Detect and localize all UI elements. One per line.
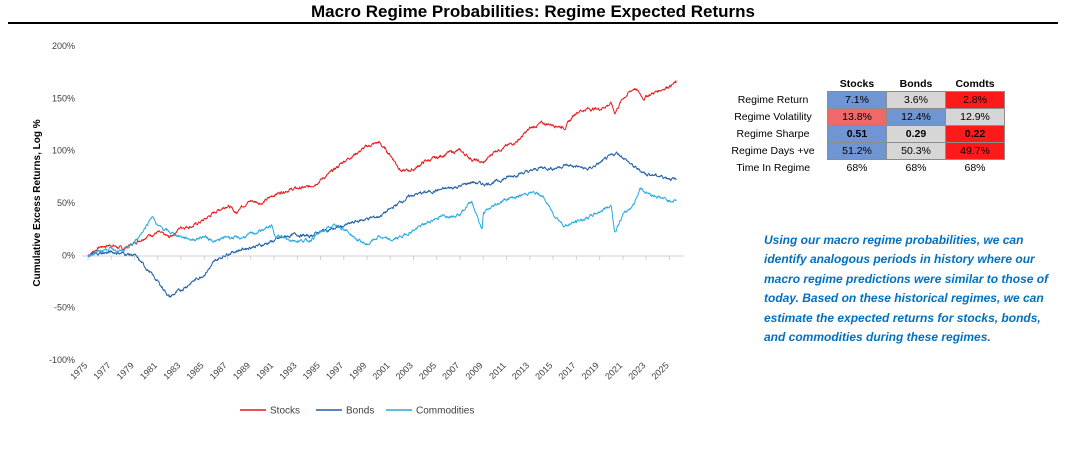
table-row: Regime Return 7.1% 3.6% 2.8% xyxy=(719,91,1005,109)
x-tick-label: 2021 xyxy=(603,360,624,381)
row-label: Regime Return xyxy=(737,94,809,106)
y-tick-label: 100% xyxy=(52,146,75,156)
x-tick-label: 2017 xyxy=(557,360,578,381)
x-tick-label: 1987 xyxy=(208,360,229,381)
regime-stats-table: Stocks Bonds Comdts Regime Return 7.1% 3.6… xyxy=(719,76,1005,176)
x-tick-label: 1995 xyxy=(301,360,322,381)
y-tick-label: 0% xyxy=(62,250,75,260)
x-tick-label: 1989 xyxy=(231,360,252,381)
series-line-commodities xyxy=(87,187,677,258)
table-cell: 50.3% xyxy=(886,142,946,160)
x-tick-label: 2013 xyxy=(510,360,531,381)
legend-label: Commodities xyxy=(416,406,474,417)
x-tick-label: 1993 xyxy=(277,360,298,381)
y-axis: -100% -50% 0% 50% 100% 150% 200% xyxy=(49,41,75,365)
title-divider xyxy=(8,22,1058,24)
column-header: Stocks xyxy=(839,77,875,90)
x-tick-label: 2007 xyxy=(440,360,461,381)
table-cell: 3.6% xyxy=(886,91,946,109)
y-tick-label: 50% xyxy=(57,198,75,208)
table-cell: 12.4% xyxy=(886,108,946,126)
x-tick-label: 2003 xyxy=(394,360,415,381)
x-axis: 1975 1977 1979 1981 1983 1985 1987 1989 1991 1993… xyxy=(68,256,671,382)
table-header-row: Stocks Bonds Comdts xyxy=(719,76,1005,92)
x-tick-label: 1981 xyxy=(138,360,159,381)
x-tick-label: 2011 xyxy=(487,360,508,381)
commentary-text: Using our macro regime probabilities, we… xyxy=(764,233,1049,345)
legend: Stocks Bonds Commodities xyxy=(240,406,474,417)
table-row: Time In Regime 68% 68% 68% xyxy=(719,159,1005,176)
table-cell: 0.22 xyxy=(945,125,1005,143)
line-chart: -100% -50% 0% 50% 100% 150% 200% 1975 1977 1979 1… xyxy=(32,41,684,417)
row-label: Regime Volatility xyxy=(734,111,812,123)
x-tick-label: 2025 xyxy=(650,360,671,381)
x-tick-label: 2001 xyxy=(370,360,391,381)
x-tick-label: 1985 xyxy=(184,360,205,381)
series-line-stocks xyxy=(87,80,677,257)
table-cell: 68% xyxy=(827,159,887,176)
y-tick-label: -50% xyxy=(54,303,75,313)
table-cell: 7.1% xyxy=(827,91,887,109)
table-cell: 12.9% xyxy=(945,108,1005,126)
table-cell: 2.8% xyxy=(945,91,1005,109)
series-lines xyxy=(87,80,677,298)
table-row: Regime Volatility 13.8% 12.4% 12.9% xyxy=(719,108,1005,126)
column-header: Comdts xyxy=(955,77,995,90)
table-cell: 13.8% xyxy=(827,108,887,126)
x-tick-label: 1999 xyxy=(347,360,368,381)
y-tick-label: -100% xyxy=(49,355,75,365)
table-cell: 68% xyxy=(945,159,1005,176)
table-row: Regime Days +ve 51.2% 50.3% 49.7% xyxy=(719,142,1005,160)
y-tick-label: 150% xyxy=(52,93,75,103)
column-header: Bonds xyxy=(899,77,933,90)
legend-label: Bonds xyxy=(346,406,374,417)
legend-label: Stocks xyxy=(270,406,300,417)
x-tick-label: 2015 xyxy=(533,360,554,381)
x-tick-label: 2023 xyxy=(626,360,647,381)
y-axis-label: Cumulative Excess Returns, Log % xyxy=(32,119,43,286)
row-label: Regime Sharpe xyxy=(736,128,810,140)
table-corner xyxy=(719,76,828,92)
x-tick-label: 1991 xyxy=(254,360,275,381)
y-tick-label: 200% xyxy=(52,41,75,51)
row-label: Regime Days +ve xyxy=(731,145,815,157)
table-cell: 0.51 xyxy=(827,125,887,143)
x-tick-label: 2019 xyxy=(580,360,601,381)
table-cell: 68% xyxy=(886,159,946,176)
page-title: Macro Regime Probabilities: Regime Expec… xyxy=(310,2,755,21)
x-tick-label: 1983 xyxy=(161,360,182,381)
table-cell: 49.7% xyxy=(945,142,1005,160)
x-tick-label: 1979 xyxy=(115,360,136,381)
x-tick-label: 1997 xyxy=(324,360,345,381)
table-cell: 0.29 xyxy=(886,125,946,143)
x-tick-label: 2005 xyxy=(417,360,438,381)
table-row: Regime Sharpe 0.51 0.29 0.22 xyxy=(719,125,1005,143)
table-cell: 51.2% xyxy=(827,142,887,160)
x-tick-label: 2009 xyxy=(464,360,485,381)
series-line-bonds xyxy=(87,151,677,298)
x-tick-label: 1977 xyxy=(91,360,112,381)
row-label: Time In Regime xyxy=(736,161,811,174)
